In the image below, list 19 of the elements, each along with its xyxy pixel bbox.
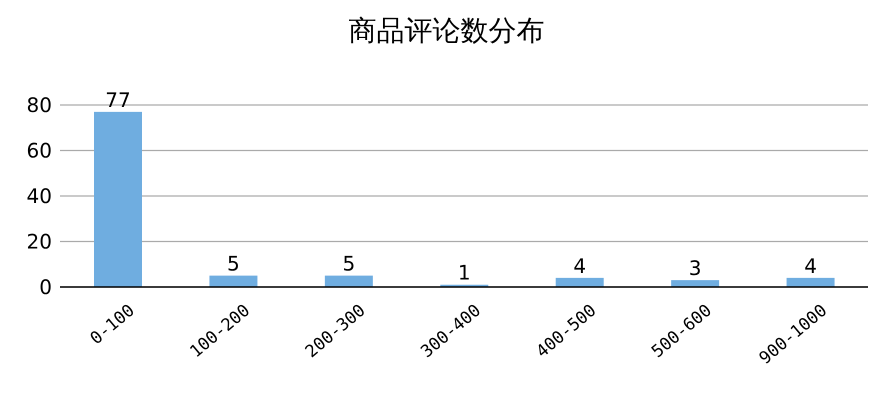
data-label: 4 [573,254,586,278]
y-tick-label: 20 [26,230,52,254]
chart-title: 商品评论数分布 [348,13,546,49]
y-tick-label: 0 [39,275,52,300]
bar [671,280,720,287]
y-tick-label: 60 [26,138,52,163]
y-tick-label: 80 [26,93,52,118]
data-label: 3 [688,256,702,280]
data-label: 1 [458,260,471,285]
data-label: 5 [227,252,240,276]
bar [324,276,373,287]
bar [94,112,142,287]
data-label: 5 [342,252,356,276]
bar [786,278,835,287]
data-label: 77 [105,88,131,112]
bar [556,278,604,287]
y-tick-label: 40 [26,184,52,208]
data-label: 4 [804,254,817,278]
bar [209,276,258,287]
